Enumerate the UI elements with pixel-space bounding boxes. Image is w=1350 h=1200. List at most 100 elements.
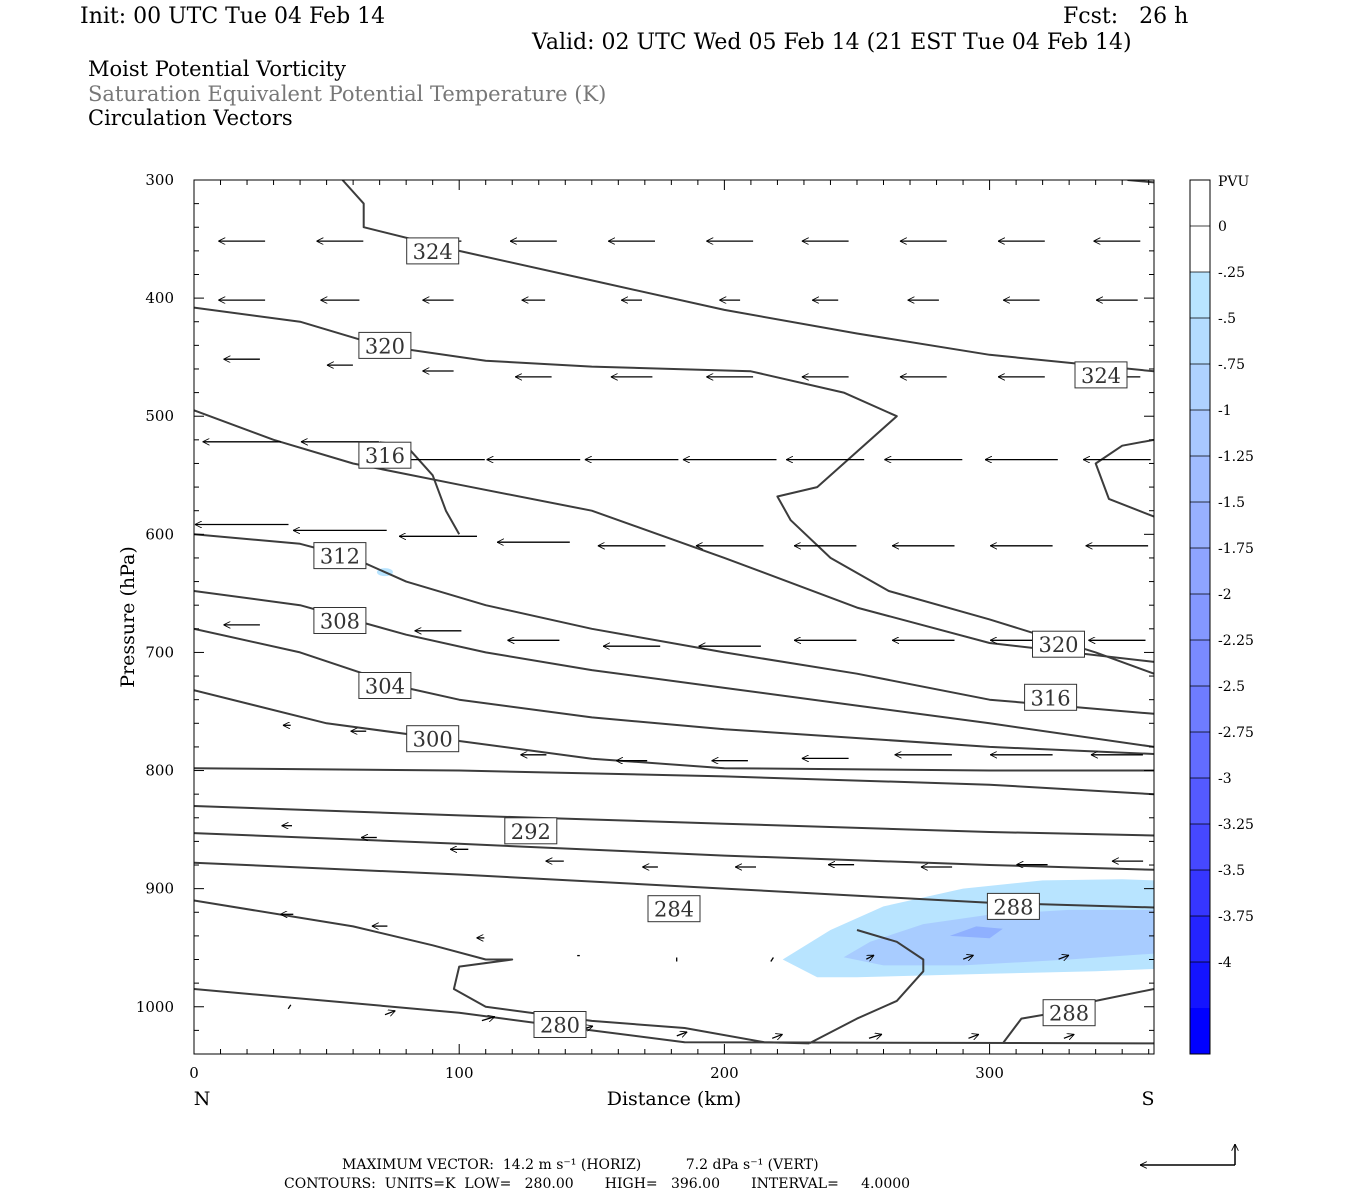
max-vector-note: MAXIMUM VECTOR: 14.2 m s⁻¹ (HORIZ) 7.2 d…	[342, 1157, 819, 1173]
colorbar-swatch	[1190, 916, 1210, 963]
colorbar-level-label: -1	[1218, 403, 1232, 419]
contour-label: 292	[511, 820, 551, 844]
contour-label-layer: 324 320 324 316 312 308 320 304 316 300 292 284 288 2…	[313, 237, 1128, 1038]
colorbar-swatch	[1190, 272, 1210, 319]
colorbar-swatch	[1190, 502, 1210, 549]
contour-label: 300	[413, 728, 453, 752]
circulation-vector	[968, 1034, 979, 1038]
colorbar-swatch	[1190, 824, 1210, 871]
circulation-vector	[384, 1011, 395, 1015]
contour-label-box	[406, 725, 460, 753]
colorbar-level-label: -3.5	[1218, 863, 1245, 879]
colorbar-level-label: -1.25	[1218, 449, 1254, 465]
x-end-label-north: N	[194, 1088, 211, 1110]
contour-label-box	[986, 892, 1040, 920]
plot-frame	[193, 179, 1155, 1055]
colorbar-level-label: 0	[1218, 219, 1227, 235]
colorbar-level-label: -3.75	[1218, 909, 1254, 925]
colorbar-swatch	[1190, 686, 1210, 733]
circulation-vector	[287, 1004, 292, 1010]
circulation-vector	[962, 955, 973, 959]
colorbar-swatch	[1190, 1008, 1210, 1055]
contour-label-box	[313, 542, 367, 570]
contour-label-box	[313, 607, 367, 634]
colorbar-frame	[1189, 179, 1211, 1055]
contour-label: 288	[993, 895, 1033, 919]
valid-time: Valid: 02 UTC Wed 05 Feb 14 (21 EST Tue …	[532, 30, 1132, 55]
colorbar-swatch	[1190, 364, 1210, 411]
field-title-pv: Moist Potential Vorticity	[88, 57, 346, 81]
colorbar-level-label: -4	[1218, 955, 1232, 971]
theta-contour-line	[341, 180, 1154, 373]
colorbar-swatch	[1190, 870, 1210, 917]
contour-label-box	[358, 441, 412, 469]
pv-shade-region	[949, 926, 1003, 939]
contour-label: 324	[413, 240, 453, 264]
contour-label: 320	[1038, 633, 1078, 657]
contour-label-box	[406, 237, 460, 265]
theta-contour-line	[194, 306, 1154, 675]
axes-layer: 0 100 200 300 300 400 500 600 700 800 900 1000	[136, 171, 1154, 1082]
theta-contour-line	[194, 861, 1154, 909]
colorbar-level-label: -3.25	[1218, 817, 1254, 833]
colorbar-swatch	[1190, 732, 1210, 779]
contour-label-box	[533, 1011, 587, 1038]
colorbar-level-label: -2.25	[1218, 633, 1254, 649]
circulation-vector	[1063, 1034, 1074, 1038]
colorbar-swatch	[1190, 456, 1210, 503]
theta-contour-line	[194, 627, 1154, 755]
y-axis-label: Pressure (hPa)	[117, 546, 139, 688]
colorbar-swatch	[1190, 180, 1210, 227]
colorbar-level-label: -.75	[1218, 357, 1245, 373]
contour-label: 288	[1049, 1002, 1089, 1026]
colorbar-level-label: -.25	[1218, 265, 1245, 281]
contour-label-box	[1042, 999, 1096, 1027]
x-end-label-south: S	[1141, 1088, 1154, 1110]
contour-label-box	[504, 817, 558, 845]
colorbar-swatch	[1190, 778, 1210, 825]
colorbar-swatch	[1190, 962, 1210, 1009]
contour-label-box	[1032, 630, 1085, 658]
colorbar-swatch	[1190, 548, 1210, 595]
colorbar-swatch	[1190, 226, 1210, 273]
colorbar-level-label: -2	[1218, 587, 1232, 603]
circulation-vector	[1058, 955, 1069, 959]
field-title-theta: Saturation Equivalent Potential Temperat…	[88, 82, 607, 106]
contour-label-box	[647, 895, 701, 923]
contour-label: 320	[365, 334, 405, 358]
theta-contour-line	[194, 767, 1154, 796]
colorbar-level-label: -.5	[1218, 311, 1236, 327]
contour-label-box	[358, 331, 412, 359]
contour-label: 316	[365, 444, 405, 468]
reference-vector	[1140, 1144, 1235, 1165]
x-tick-label: 0	[189, 1064, 199, 1082]
colorbar-level-label: -2.75	[1218, 725, 1254, 741]
y-tick-label: 900	[145, 880, 174, 898]
theta-contour-line	[194, 899, 810, 1045]
forecast-hour: Fcst: 26 h	[1063, 4, 1189, 29]
contour-label: 316	[1031, 686, 1071, 710]
contour-label-box	[358, 672, 412, 699]
theta-contour-line	[808, 929, 925, 1045]
theta-contour-line	[194, 689, 1154, 772]
theta-contour-line	[194, 409, 1154, 663]
contour-label-box	[1074, 361, 1128, 389]
y-tick-label: 400	[145, 289, 174, 307]
x-tick-label: 200	[710, 1064, 739, 1082]
colorbar-swatch	[1190, 640, 1210, 687]
contour-label: 280	[540, 1014, 580, 1038]
contour-label: 284	[654, 898, 694, 922]
field-title-vectors: Circulation Vectors	[88, 106, 293, 130]
colorbar-title: PVU	[1218, 174, 1250, 190]
theta-contour-line	[194, 805, 1154, 837]
theta-contour-line	[194, 832, 1154, 871]
circulation-vector	[771, 1034, 782, 1038]
contour-label-box	[1024, 683, 1078, 711]
x-tick-label: 100	[445, 1064, 474, 1082]
y-tick-label: 1000	[136, 998, 174, 1016]
theta-contour-layer	[194, 180, 1154, 1045]
theta-contour-line	[1094, 438, 1154, 518]
circulation-vector	[481, 1017, 495, 1021]
circulation-vector-layer	[194, 241, 1151, 1038]
